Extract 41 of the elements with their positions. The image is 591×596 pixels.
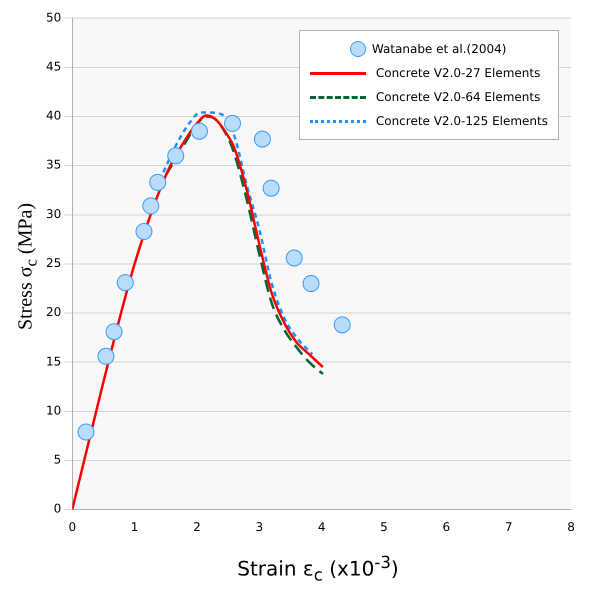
point xyxy=(190,122,208,140)
x-tick-label: 1 xyxy=(130,520,138,534)
point xyxy=(135,222,152,240)
x-tick-label: 4 xyxy=(318,520,326,534)
line-series xyxy=(72,114,324,510)
point xyxy=(262,180,280,197)
y-tick-label: 30 xyxy=(46,206,62,221)
y-tick-label: 0 xyxy=(54,502,62,516)
legend-label: Concrete V2.0-64 Elements xyxy=(376,90,540,104)
x-axis-title: Strain ε$_{c}$ (x10$^{-3}$) xyxy=(236,553,400,585)
point xyxy=(77,423,94,440)
point xyxy=(97,348,114,365)
legend-label: Concrete V2.0-125 Elements xyxy=(376,114,548,128)
y-tick-label: 50 xyxy=(46,10,62,24)
x-tick-label: 0 xyxy=(68,520,76,534)
legend-label: Watanabe et al.(2004) xyxy=(372,42,506,56)
point xyxy=(334,316,351,334)
x-tick-label: 2 xyxy=(193,520,201,534)
y-tick-label: 45 xyxy=(46,59,62,74)
y-tick-label: 15 xyxy=(46,354,62,368)
x-tick-label: 6 xyxy=(442,520,450,534)
point xyxy=(167,147,184,164)
y-tick-label: 20 xyxy=(46,305,62,320)
y-tick-label: 10 xyxy=(46,403,62,418)
y-tick-label: 5 xyxy=(54,452,62,467)
point xyxy=(149,174,166,191)
y-tick-label: 25 xyxy=(46,256,62,270)
point xyxy=(106,323,123,340)
y-tick-label: 35 xyxy=(46,158,62,172)
point xyxy=(224,114,241,132)
legend-label: Concrete V2.0-27 Elements xyxy=(376,66,540,80)
x-tick-label: 5 xyxy=(380,520,388,534)
y-tick-label: 40 xyxy=(46,108,62,123)
point xyxy=(116,274,134,292)
point xyxy=(142,197,160,214)
point xyxy=(254,130,271,148)
x-tick-label: 8 xyxy=(567,520,575,534)
point xyxy=(286,250,303,267)
point xyxy=(302,275,320,292)
x-tick-label: 7 xyxy=(504,520,512,534)
x-tick-label: 3 xyxy=(255,520,264,534)
